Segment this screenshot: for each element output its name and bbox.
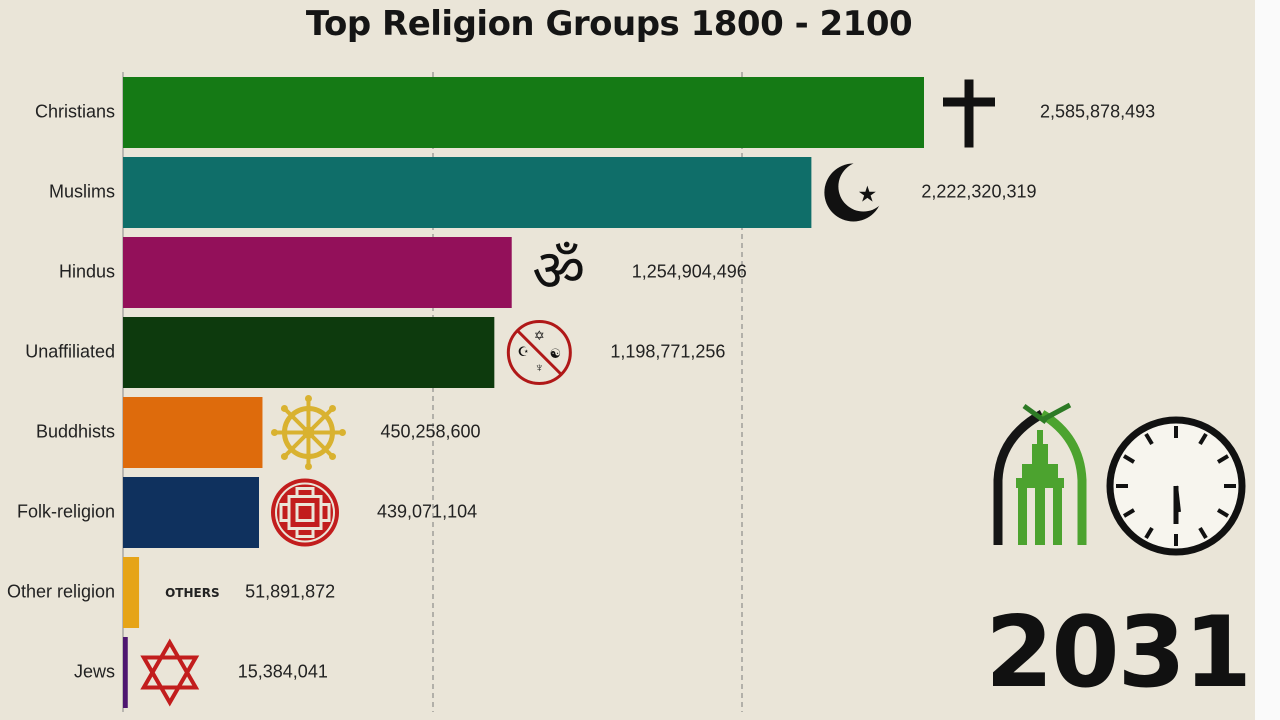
bar-christians xyxy=(123,77,924,148)
category-label: Other religion xyxy=(7,581,115,601)
svg-text:★: ★ xyxy=(858,181,878,206)
category-label: Buddhists xyxy=(36,421,115,441)
category-label: Hindus xyxy=(59,261,115,281)
bar-hindus xyxy=(123,237,512,308)
value-label: 1,254,904,496 xyxy=(632,261,747,281)
category-label: Unaffiliated xyxy=(25,341,115,361)
star-of-david-icon xyxy=(140,638,200,707)
category-label: Christians xyxy=(35,101,115,121)
category-label: Folk-religion xyxy=(17,501,115,521)
channel-logo xyxy=(993,402,1087,545)
bar-folk-religion xyxy=(123,477,260,548)
crescent-star-icon: ★ xyxy=(824,161,889,222)
cross-icon xyxy=(943,79,995,148)
bar-jews xyxy=(123,637,128,708)
value-label: 450,258,600 xyxy=(380,421,480,441)
value-label: 439,071,104 xyxy=(377,501,477,521)
clock-icon xyxy=(1106,416,1246,556)
value-label: 2,585,878,493 xyxy=(1040,101,1155,121)
current-year: 2031 xyxy=(985,596,1252,710)
category-label: Jews xyxy=(74,661,115,681)
bar-unaffiliated xyxy=(123,317,495,388)
svg-text:♆: ♆ xyxy=(534,360,544,375)
value-label: 15,384,041 xyxy=(238,661,328,681)
chart-title: Top Religion Groups 1800 - 2100 xyxy=(305,4,913,44)
om-icon: ॐ xyxy=(532,237,585,305)
unaffiliated-circle-icon: ✡ ☪ ☯ ♆ xyxy=(506,320,572,385)
svg-text:☪: ☪ xyxy=(518,344,530,359)
value-label: 51,891,872 xyxy=(245,581,335,601)
svg-text:✡: ✡ xyxy=(534,328,545,343)
others-text-icon: OTHERS xyxy=(165,586,220,600)
svg-text:OTHERS: OTHERS xyxy=(165,586,220,600)
bar-muslims xyxy=(123,157,812,228)
svg-text:☯: ☯ xyxy=(550,346,562,361)
folk-knot-icon xyxy=(271,478,340,547)
dharma-wheel-icon xyxy=(270,395,346,470)
value-label: 1,198,771,256 xyxy=(610,341,725,361)
bar-other-religion xyxy=(123,557,140,628)
value-label: 2,222,320,319 xyxy=(921,181,1036,201)
category-label: Muslims xyxy=(49,181,115,201)
svg-text:ॐ: ॐ xyxy=(532,237,585,305)
right-margin xyxy=(1255,0,1280,720)
bar-buddhists xyxy=(123,397,263,468)
